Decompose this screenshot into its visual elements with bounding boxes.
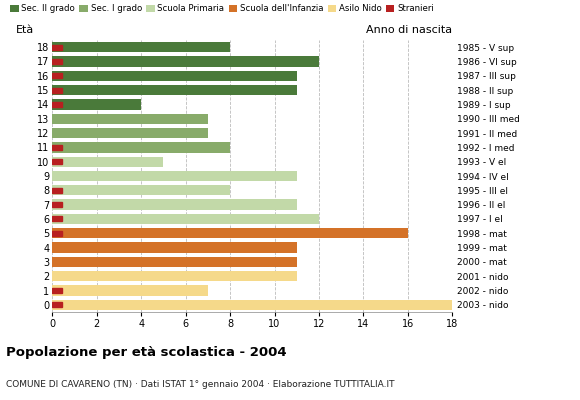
Bar [52, 231, 62, 236]
Bar [52, 59, 62, 64]
Bar [52, 128, 208, 138]
Bar [52, 214, 319, 224]
Bar [52, 242, 297, 253]
Bar [52, 200, 297, 210]
Bar [52, 156, 164, 167]
Bar [52, 288, 62, 293]
Bar [52, 56, 319, 67]
Bar [52, 114, 208, 124]
Legend: Sec. II grado, Sec. I grado, Scuola Primaria, Scuola dell'Infanzia, Asilo Nido, : Sec. II grado, Sec. I grado, Scuola Prim… [10, 4, 434, 13]
Bar [52, 300, 452, 310]
Bar [52, 142, 230, 152]
Bar [52, 285, 208, 296]
Text: Età: Età [16, 24, 34, 34]
Bar [52, 42, 230, 52]
Bar [52, 188, 62, 193]
Bar [52, 88, 62, 93]
Bar [52, 99, 141, 110]
Bar [52, 271, 297, 281]
Bar [52, 45, 62, 50]
Bar [52, 216, 62, 222]
Bar [52, 102, 62, 107]
Bar [52, 85, 297, 95]
Text: Anno di nascita: Anno di nascita [367, 24, 452, 34]
Bar [52, 228, 408, 238]
Text: Popolazione per età scolastica - 2004: Popolazione per età scolastica - 2004 [6, 346, 287, 359]
Bar [52, 73, 62, 78]
Bar [52, 202, 62, 207]
Bar [52, 159, 62, 164]
Bar [52, 302, 62, 307]
Bar [52, 145, 62, 150]
Bar [52, 185, 230, 196]
Bar [52, 71, 297, 81]
Text: COMUNE DI CAVARENO (TN) · Dati ISTAT 1° gennaio 2004 · Elaborazione TUTTITALIA.I: COMUNE DI CAVARENO (TN) · Dati ISTAT 1° … [6, 380, 394, 389]
Bar [52, 171, 297, 181]
Bar [52, 257, 297, 267]
